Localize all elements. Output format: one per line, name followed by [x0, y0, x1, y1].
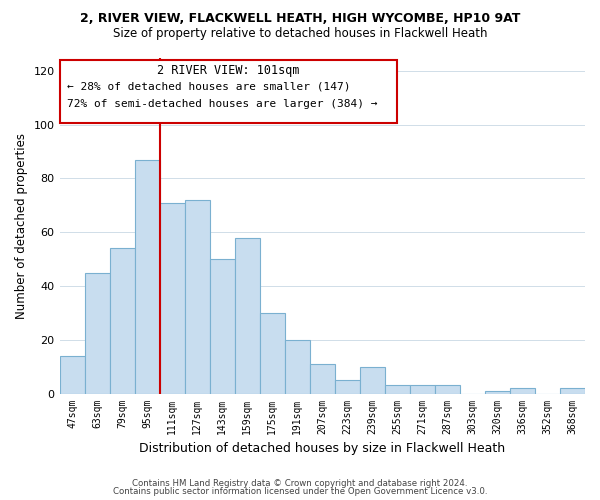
- FancyBboxPatch shape: [59, 60, 397, 124]
- Text: 72% of semi-detached houses are larger (384) →: 72% of semi-detached houses are larger (…: [67, 99, 377, 109]
- Bar: [85, 272, 110, 394]
- Bar: [335, 380, 360, 394]
- Bar: [285, 340, 310, 394]
- Bar: [185, 200, 209, 394]
- Bar: [235, 238, 260, 394]
- Bar: [510, 388, 535, 394]
- Text: Size of property relative to detached houses in Flackwell Heath: Size of property relative to detached ho…: [113, 28, 487, 40]
- Text: 2, RIVER VIEW, FLACKWELL HEATH, HIGH WYCOMBE, HP10 9AT: 2, RIVER VIEW, FLACKWELL HEATH, HIGH WYC…: [80, 12, 520, 26]
- Text: ← 28% of detached houses are smaller (147): ← 28% of detached houses are smaller (14…: [67, 82, 350, 92]
- Bar: [134, 160, 160, 394]
- Bar: [360, 366, 385, 394]
- Bar: [385, 386, 410, 394]
- Bar: [485, 391, 510, 394]
- X-axis label: Distribution of detached houses by size in Flackwell Heath: Distribution of detached houses by size …: [139, 442, 505, 455]
- Bar: [110, 248, 134, 394]
- Bar: [209, 259, 235, 394]
- Bar: [310, 364, 335, 394]
- Text: 2 RIVER VIEW: 101sqm: 2 RIVER VIEW: 101sqm: [157, 64, 299, 77]
- Text: Contains HM Land Registry data © Crown copyright and database right 2024.: Contains HM Land Registry data © Crown c…: [132, 478, 468, 488]
- Y-axis label: Number of detached properties: Number of detached properties: [15, 132, 28, 318]
- Bar: [59, 356, 85, 394]
- Text: Contains public sector information licensed under the Open Government Licence v3: Contains public sector information licen…: [113, 487, 487, 496]
- Bar: [560, 388, 585, 394]
- Bar: [160, 202, 185, 394]
- Bar: [435, 386, 460, 394]
- Bar: [260, 313, 285, 394]
- Bar: [410, 386, 435, 394]
